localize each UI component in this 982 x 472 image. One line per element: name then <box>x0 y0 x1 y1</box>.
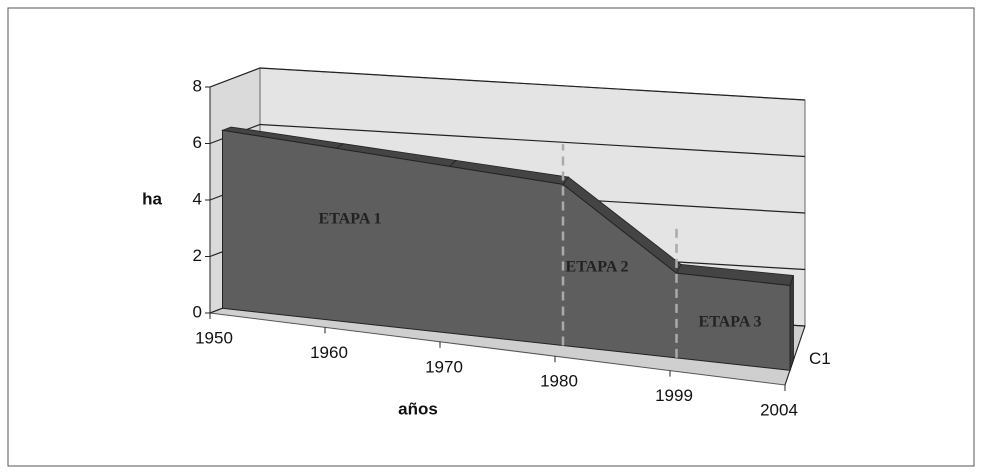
y-tick-label: 6 <box>193 133 202 152</box>
x-tick-label: 2004 <box>760 400 798 419</box>
y-tick-label: 0 <box>193 302 202 321</box>
x-tick-label: 1950 <box>195 328 233 347</box>
x-tick-label: 1960 <box>310 343 348 362</box>
area-side <box>789 275 794 371</box>
y-tick-label: 2 <box>193 246 202 265</box>
grid-line <box>209 67 806 101</box>
y-tick-label: 4 <box>193 189 202 208</box>
x-tick-label: 1999 <box>655 386 693 405</box>
stage-label: ETAPA 2 <box>566 259 629 276</box>
stage-label: ETAPA 1 <box>319 211 382 228</box>
y-axis-label: ha <box>142 189 162 208</box>
x-axis-label: años <box>398 399 438 418</box>
x-tick-label: 1980 <box>540 372 578 391</box>
x-tick-label: 1970 <box>425 357 463 376</box>
area <box>222 129 791 371</box>
series-label: C1 <box>809 349 831 368</box>
depth-axis <box>784 325 806 386</box>
stage-label: ETAPA 3 <box>699 314 762 331</box>
y-tick-label: 8 <box>193 76 202 95</box>
